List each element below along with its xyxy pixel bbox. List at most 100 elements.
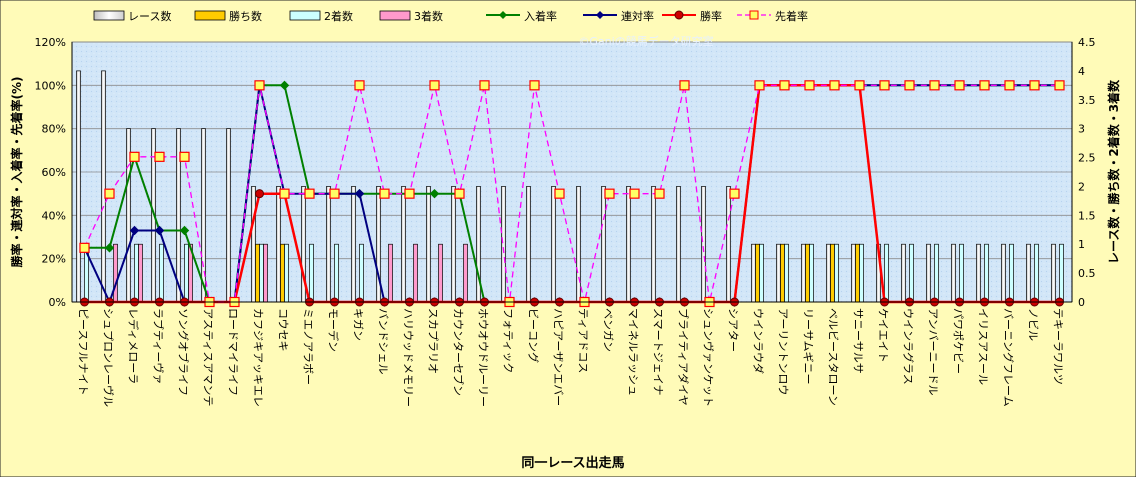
point bbox=[79, 242, 90, 253]
point bbox=[629, 188, 640, 199]
x-tick-label: サニーサルサ bbox=[852, 308, 865, 374]
bar bbox=[676, 186, 681, 303]
bar bbox=[934, 243, 939, 303]
point bbox=[329, 188, 340, 199]
bar bbox=[76, 70, 81, 303]
point bbox=[429, 188, 440, 199]
point bbox=[929, 80, 940, 91]
x-tick-label: ピースフルナイト bbox=[77, 308, 90, 395]
point bbox=[479, 80, 490, 91]
x-tick-label: ソングオブライフ bbox=[177, 308, 191, 396]
bar bbox=[959, 243, 964, 303]
bar bbox=[884, 243, 889, 303]
legend-label: 勝率 bbox=[700, 9, 722, 23]
point bbox=[854, 80, 865, 91]
bar bbox=[463, 243, 468, 303]
left-tick-label: 40% bbox=[42, 209, 66, 222]
legend-marker bbox=[596, 11, 604, 19]
x-tick-label: リーサムギニー bbox=[802, 308, 815, 385]
x-tick-label: ラブティーヴァ bbox=[152, 308, 166, 384]
bar bbox=[259, 243, 264, 303]
x-tick-label: シアター bbox=[727, 308, 740, 352]
bar bbox=[780, 243, 785, 303]
point bbox=[829, 80, 840, 91]
point bbox=[904, 80, 915, 91]
x-tick-label: ベンガン bbox=[602, 308, 615, 352]
bar bbox=[351, 186, 356, 303]
point bbox=[179, 225, 190, 236]
right-tick-label: 4 bbox=[1078, 65, 1085, 78]
legend-swatch bbox=[379, 10, 411, 21]
bar bbox=[551, 186, 556, 303]
x-tick-label: ノビル bbox=[1027, 308, 1040, 341]
bar bbox=[309, 243, 314, 303]
x-tick-label: バーニングフレーム bbox=[1002, 308, 1016, 407]
point bbox=[604, 188, 615, 199]
bar bbox=[226, 128, 231, 303]
bar bbox=[801, 243, 806, 303]
series-line bbox=[83, 84, 1060, 303]
right-tick-label: 3.5 bbox=[1078, 94, 1096, 107]
bar bbox=[276, 186, 281, 303]
bar bbox=[576, 186, 581, 303]
x-tick-label: フォティック bbox=[502, 308, 515, 373]
point bbox=[154, 225, 165, 236]
bar bbox=[1001, 243, 1006, 303]
bar bbox=[755, 243, 760, 303]
bar bbox=[784, 243, 789, 303]
x-tick-label: スカプラリオ bbox=[427, 308, 440, 374]
bar bbox=[134, 243, 139, 303]
bar bbox=[1051, 243, 1056, 303]
right-tick-label: 1 bbox=[1078, 238, 1085, 251]
bar bbox=[426, 186, 431, 303]
bar bbox=[184, 243, 189, 303]
bar bbox=[101, 70, 106, 303]
left-y-axis: 0% 20% 40% 60% 80% 100% 120% bbox=[35, 36, 73, 309]
point bbox=[654, 188, 665, 199]
point bbox=[804, 80, 815, 91]
point bbox=[879, 80, 890, 91]
x-tick-label: ハリウッドメモリー bbox=[402, 308, 415, 407]
point bbox=[954, 80, 965, 91]
x-tick-label: スマートジェイナ bbox=[652, 308, 665, 395]
legend-swatch bbox=[93, 10, 125, 21]
left-tick-label: 20% bbox=[42, 253, 66, 266]
point bbox=[129, 151, 140, 162]
bar bbox=[901, 243, 906, 303]
legend-item: 連対率 bbox=[583, 9, 654, 23]
legend-label: 2着数 bbox=[324, 9, 353, 23]
left-tick-label: 80% bbox=[42, 123, 66, 136]
bar bbox=[834, 243, 839, 303]
point bbox=[1054, 80, 1065, 91]
bar bbox=[113, 243, 118, 303]
bar bbox=[926, 243, 931, 303]
bar bbox=[501, 186, 506, 303]
legend-marker bbox=[499, 11, 507, 19]
x-tick-label: アーリントンロウ bbox=[777, 308, 790, 395]
legend-label: 先着率 bbox=[775, 9, 808, 23]
legend-item: 先着率 bbox=[737, 9, 808, 23]
legend-item: 入着率 bbox=[486, 9, 557, 23]
point bbox=[529, 80, 540, 91]
x-tick-label: シュプロンレーヴル bbox=[102, 308, 116, 407]
bar bbox=[251, 186, 256, 303]
point bbox=[154, 151, 165, 162]
right-y-axis: 0 0.5 1 1.5 2 2.5 3 3.5 4 4.5 bbox=[1071, 36, 1096, 309]
x-tick-label: パワポケビー bbox=[952, 308, 965, 374]
bar bbox=[388, 243, 393, 303]
bar bbox=[859, 243, 864, 303]
point bbox=[779, 80, 790, 91]
point bbox=[754, 80, 765, 91]
bar bbox=[726, 186, 731, 303]
x-tick-label: ウインラウダ bbox=[752, 308, 766, 374]
bar bbox=[855, 243, 860, 303]
point bbox=[1029, 80, 1040, 91]
point bbox=[679, 80, 690, 91]
bar bbox=[1026, 243, 1031, 303]
watermark: ©Ganiの競馬データ研究室 bbox=[578, 34, 713, 48]
point bbox=[279, 188, 290, 199]
bar bbox=[159, 243, 164, 303]
point bbox=[104, 243, 115, 253]
